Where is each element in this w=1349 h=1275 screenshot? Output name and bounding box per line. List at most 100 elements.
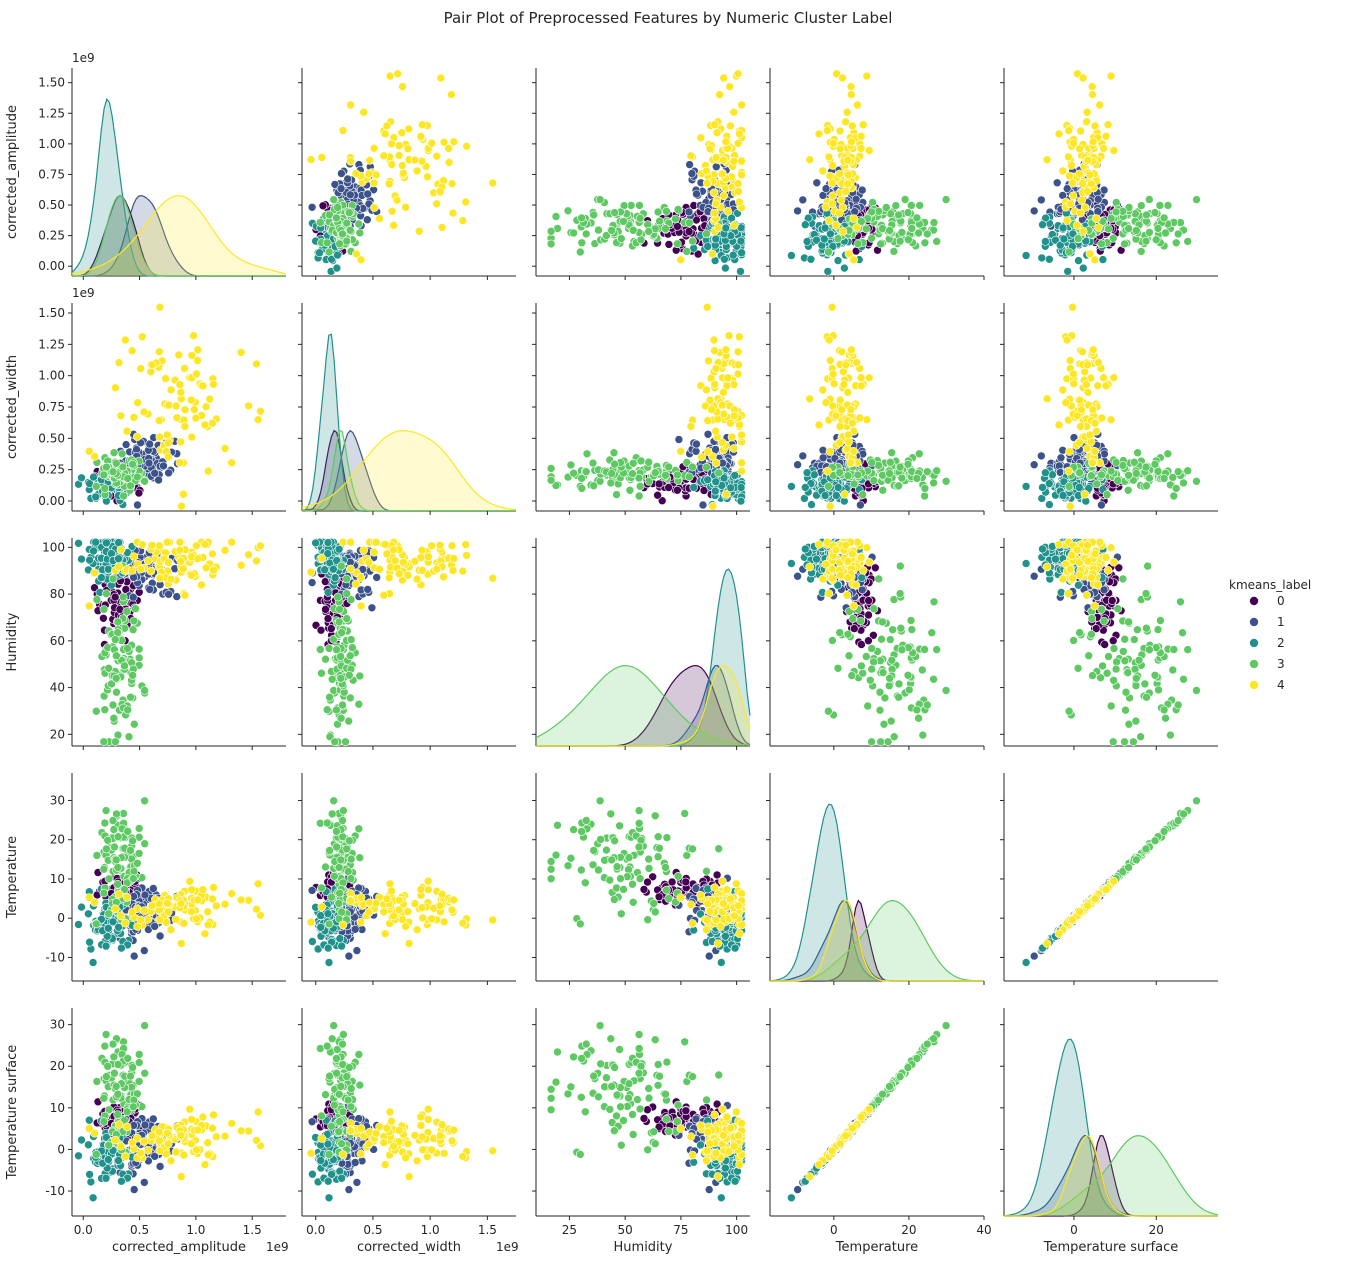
point-cluster-4	[436, 73, 446, 83]
point-cluster-3	[575, 247, 585, 257]
point-cluster-4	[122, 426, 132, 436]
point-cluster-3	[844, 651, 854, 660]
point-cluster-3	[1192, 195, 1201, 204]
point-cluster-4	[711, 199, 721, 209]
point-cluster-4	[697, 452, 706, 462]
point-cluster-3	[894, 210, 903, 220]
point-cluster-4	[821, 398, 831, 407]
point-cluster-4	[369, 178, 379, 188]
point-cluster-3	[112, 687, 121, 697]
y-tick-label: 20	[50, 727, 65, 741]
point-cluster-2	[802, 468, 812, 477]
point-cluster-4	[136, 364, 145, 373]
point-cluster-2	[114, 538, 123, 547]
y-tick-label: 1.25	[38, 106, 65, 120]
point-cluster-3	[126, 481, 135, 491]
point-cluster-2	[311, 538, 320, 548]
point-cluster-4	[390, 556, 400, 566]
point-cluster-4	[733, 179, 743, 188]
point-cluster-1	[367, 603, 377, 613]
point-cluster-4	[114, 562, 124, 572]
point-cluster-2	[820, 223, 830, 233]
point-cluster-3	[1173, 467, 1183, 476]
point-cluster-3	[336, 713, 346, 723]
point-cluster-2	[823, 267, 833, 276]
point-cluster-4	[369, 144, 379, 153]
point-cluster-4	[1077, 195, 1086, 205]
point-cluster-2	[736, 267, 745, 276]
point-cluster-2	[1021, 482, 1031, 491]
point-cluster-3	[342, 614, 352, 623]
point-cluster-3	[333, 592, 343, 602]
point-cluster-4	[1090, 121, 1100, 131]
point-cluster-4	[351, 169, 361, 178]
point-cluster-4	[252, 556, 261, 566]
point-cluster-3	[333, 203, 342, 212]
y-offset-label: 1e9	[72, 51, 95, 65]
y-axis-label: corrected_amplitude	[5, 105, 20, 239]
point-cluster-3	[1169, 491, 1179, 501]
point-cluster-1	[692, 189, 701, 199]
point-cluster-3	[887, 655, 897, 665]
point-cluster-3	[140, 477, 149, 486]
point-cluster-3	[920, 491, 929, 501]
point-cluster-4	[133, 432, 142, 441]
point-cluster-2	[689, 483, 698, 492]
point-cluster-3	[610, 208, 619, 217]
point-cluster-3	[569, 468, 578, 478]
point-cluster-4	[398, 161, 407, 170]
point-cluster-3	[644, 227, 653, 236]
point-cluster-3	[111, 674, 121, 683]
point-cluster-4	[825, 447, 835, 456]
point-cluster-4	[371, 537, 381, 547]
point-cluster-3	[609, 448, 619, 457]
point-cluster-2	[1038, 220, 1047, 229]
panel-1-1	[298, 303, 517, 515]
point-cluster-3	[133, 472, 142, 482]
point-cluster-3	[688, 462, 697, 472]
point-cluster-3	[635, 213, 645, 223]
point-cluster-3	[824, 247, 833, 257]
point-cluster-4	[847, 90, 856, 99]
point-cluster-4	[1080, 490, 1090, 499]
y-tick-label: 60	[50, 634, 65, 648]
point-cluster-3	[876, 239, 885, 249]
y-tick-label: 0.00	[38, 259, 65, 273]
point-cluster-4	[1094, 358, 1103, 367]
point-cluster-4	[179, 490, 188, 499]
point-cluster-4	[192, 369, 201, 379]
point-cluster-4	[837, 347, 847, 357]
point-cluster-4	[825, 356, 835, 365]
point-cluster-3	[886, 635, 895, 644]
point-cluster-4	[805, 394, 815, 404]
point-cluster-3	[903, 208, 913, 217]
point-cluster-4	[719, 388, 728, 397]
point-cluster-3	[1150, 208, 1160, 217]
point-cluster-4	[862, 415, 872, 424]
point-cluster-4	[84, 447, 94, 456]
point-cluster-0	[323, 614, 333, 623]
point-cluster-3	[134, 644, 144, 654]
point-cluster-4	[710, 346, 719, 356]
point-cluster-4	[346, 157, 355, 166]
point-cluster-3	[322, 238, 332, 248]
point-cluster-3	[897, 228, 907, 237]
point-cluster-4	[427, 541, 436, 551]
point-cluster-4	[1076, 208, 1085, 218]
point-cluster-3	[108, 467, 118, 476]
point-cluster-4	[418, 120, 427, 130]
point-cluster-4	[116, 411, 126, 421]
point-cluster-3	[628, 226, 638, 235]
point-cluster-3	[878, 668, 888, 677]
point-cluster-3	[843, 471, 853, 480]
point-cluster-4	[721, 137, 731, 147]
point-cluster-4	[191, 413, 201, 423]
point-cluster-4	[365, 156, 374, 165]
point-cluster-4	[1095, 100, 1104, 110]
point-cluster-4	[733, 139, 743, 148]
point-cluster-4	[382, 121, 392, 131]
point-cluster-4	[417, 157, 427, 166]
point-cluster-3	[895, 462, 905, 472]
point-cluster-4	[718, 169, 727, 179]
